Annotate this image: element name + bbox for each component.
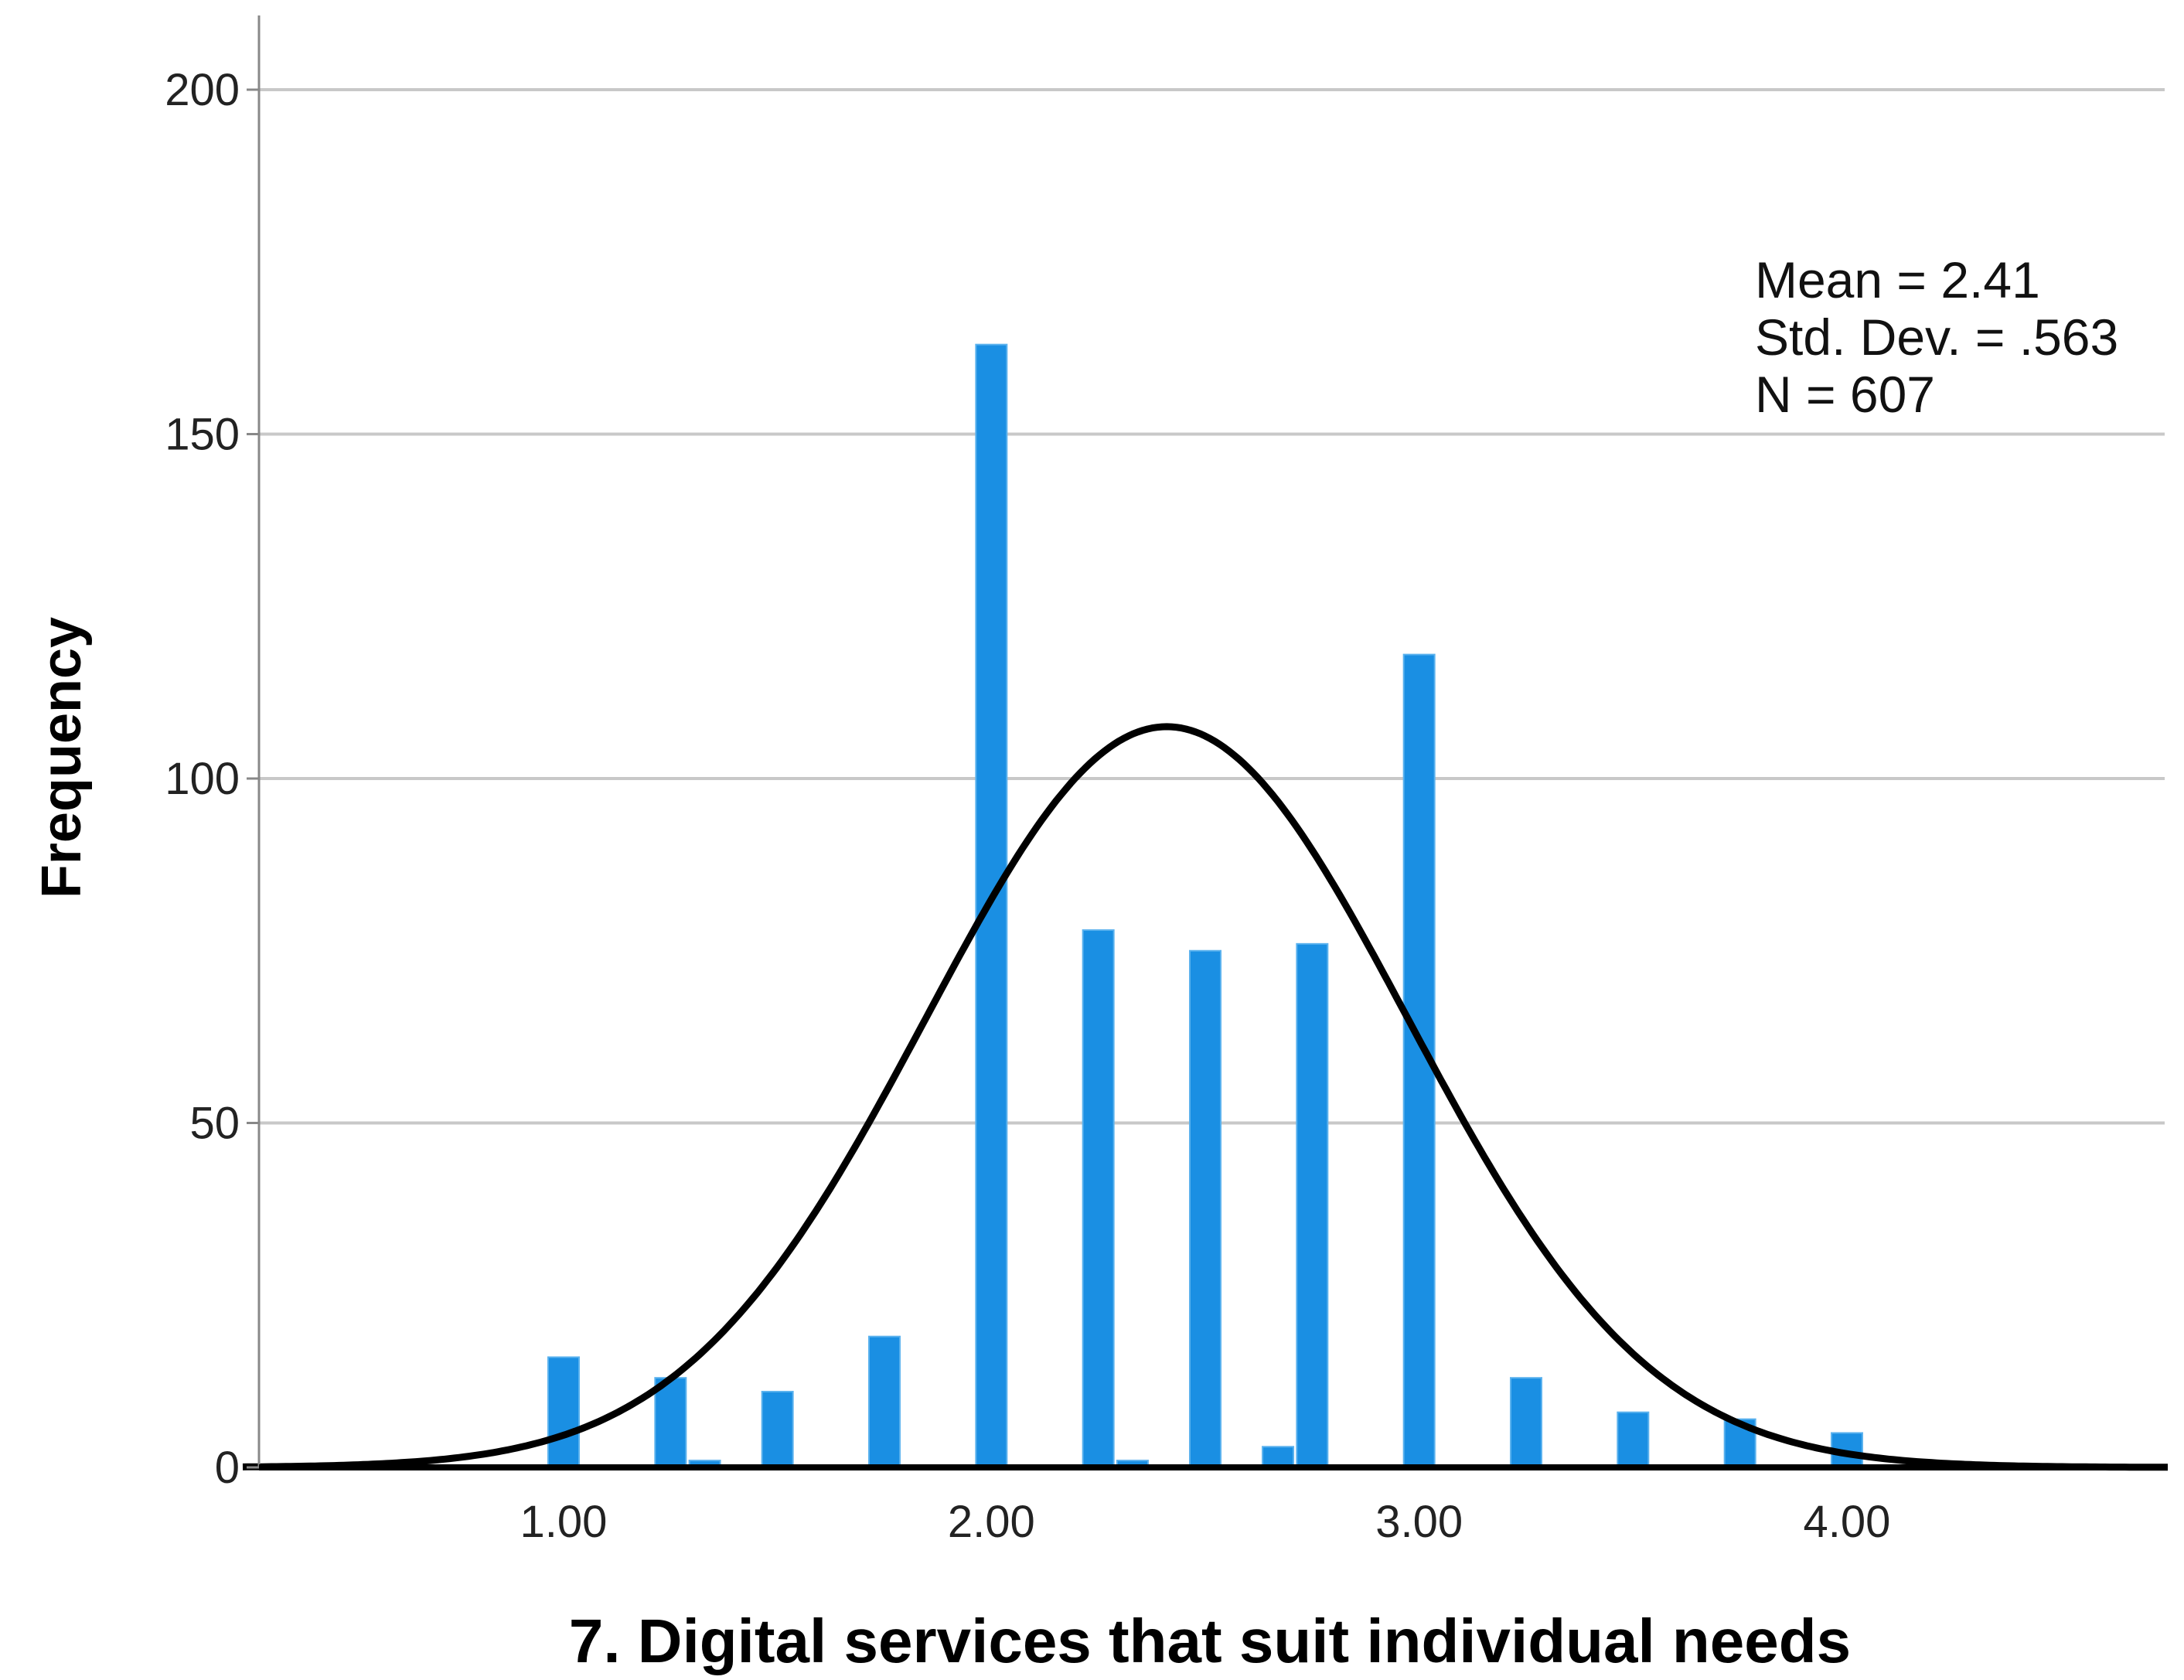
stats-std-dev: Std. Dev. = .563 (1755, 308, 2118, 366)
y-tick-label-200: 200 (165, 65, 240, 115)
histogram-bar (547, 1356, 580, 1468)
histogram-bar (1262, 1446, 1295, 1469)
x-tick-labels: 1.00 2.00 3.00 4.00 (520, 1497, 1891, 1547)
x-tick-label-4.00: 4.00 (1804, 1497, 1891, 1547)
y-tick-label-150: 150 (165, 410, 240, 460)
stats-mean: Mean = 2.41 (1755, 251, 2040, 308)
stats-n: N = 607 (1755, 366, 1935, 423)
y-tick-label-0: 0 (215, 1443, 240, 1493)
histogram-bar (1617, 1411, 1650, 1468)
x-tick-label-2.00: 2.00 (948, 1497, 1035, 1547)
stats-box: Mean = 2.41 Std. Dev. = .563 N = 607 (1755, 251, 2118, 423)
histogram-bar (868, 1335, 901, 1468)
x-tick-label-3.00: 3.00 (1375, 1497, 1463, 1547)
y-tick-labels: 0 50 100 150 200 (165, 65, 259, 1493)
histogram-bars (547, 343, 1863, 1469)
y-tick-label-100: 100 (165, 754, 240, 804)
histogram-bar (1510, 1377, 1542, 1469)
y-axis-title: Frequency (31, 617, 93, 898)
histogram-bar (1082, 929, 1115, 1468)
histogram-bar (654, 1377, 687, 1469)
histogram-bar (761, 1390, 794, 1468)
normal-curve (242, 723, 2168, 1471)
histogram-bar (1296, 942, 1329, 1468)
x-tick-label-1.00: 1.00 (520, 1497, 608, 1547)
x-axis-title: 7. Digital services that suit individual… (569, 1607, 1851, 1675)
y-tick-label-50: 50 (189, 1099, 240, 1149)
histogram-bar (1189, 949, 1221, 1468)
